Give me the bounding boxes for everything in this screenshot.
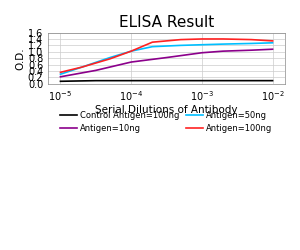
Control Antigen=100ng — [221, 79, 225, 82]
Antigen=10ng — [59, 75, 62, 78]
Antigen=10ng — [200, 51, 204, 54]
Antigen=50ng — [200, 43, 204, 46]
Antigen=50ng — [59, 73, 62, 76]
Title: ELISA Result: ELISA Result — [119, 15, 214, 30]
Antigen=50ng — [108, 56, 112, 59]
Control Antigen=100ng — [200, 79, 204, 82]
Antigen=50ng — [221, 42, 225, 45]
Antigen=100ng — [59, 71, 62, 74]
Antigen=100ng — [179, 38, 182, 41]
Antigen=100ng — [200, 38, 204, 40]
Antigen=10ng — [221, 50, 225, 53]
Antigen=50ng — [271, 41, 275, 44]
Antigen=100ng — [151, 41, 154, 44]
Antigen=10ng — [94, 69, 98, 72]
Control Antigen=100ng — [271, 79, 275, 82]
Legend: Control Antigen=100ng, Antigen=10ng, Antigen=50ng, Antigen=100ng: Control Antigen=100ng, Antigen=10ng, Ant… — [57, 108, 276, 136]
Antigen=50ng — [179, 44, 182, 47]
Antigen=10ng — [165, 56, 168, 59]
Antigen=100ng — [221, 38, 225, 40]
Control Antigen=100ng — [59, 80, 62, 83]
Control Antigen=100ng — [165, 79, 168, 82]
Antigen=10ng — [129, 60, 133, 64]
Antigen=100ng — [129, 50, 133, 53]
Line: Antigen=100ng: Antigen=100ng — [61, 39, 273, 72]
Antigen=50ng — [250, 42, 253, 45]
Control Antigen=100ng — [250, 79, 253, 82]
Y-axis label: O.D.: O.D. — [15, 47, 25, 70]
Line: Antigen=50ng: Antigen=50ng — [61, 43, 273, 74]
Antigen=100ng — [108, 57, 112, 60]
Antigen=10ng — [250, 49, 253, 52]
Antigen=50ng — [129, 50, 133, 53]
Control Antigen=100ng — [94, 79, 98, 82]
Line: Antigen=10ng: Antigen=10ng — [61, 49, 273, 77]
Control Antigen=100ng — [129, 79, 133, 82]
Antigen=10ng — [271, 48, 275, 51]
Antigen=100ng — [80, 66, 83, 69]
Antigen=100ng — [250, 38, 253, 41]
X-axis label: Serial Dilutions of Antibody: Serial Dilutions of Antibody — [95, 105, 238, 115]
Antigen=100ng — [271, 40, 275, 42]
Antigen=50ng — [151, 45, 154, 48]
Antigen=50ng — [80, 66, 83, 69]
